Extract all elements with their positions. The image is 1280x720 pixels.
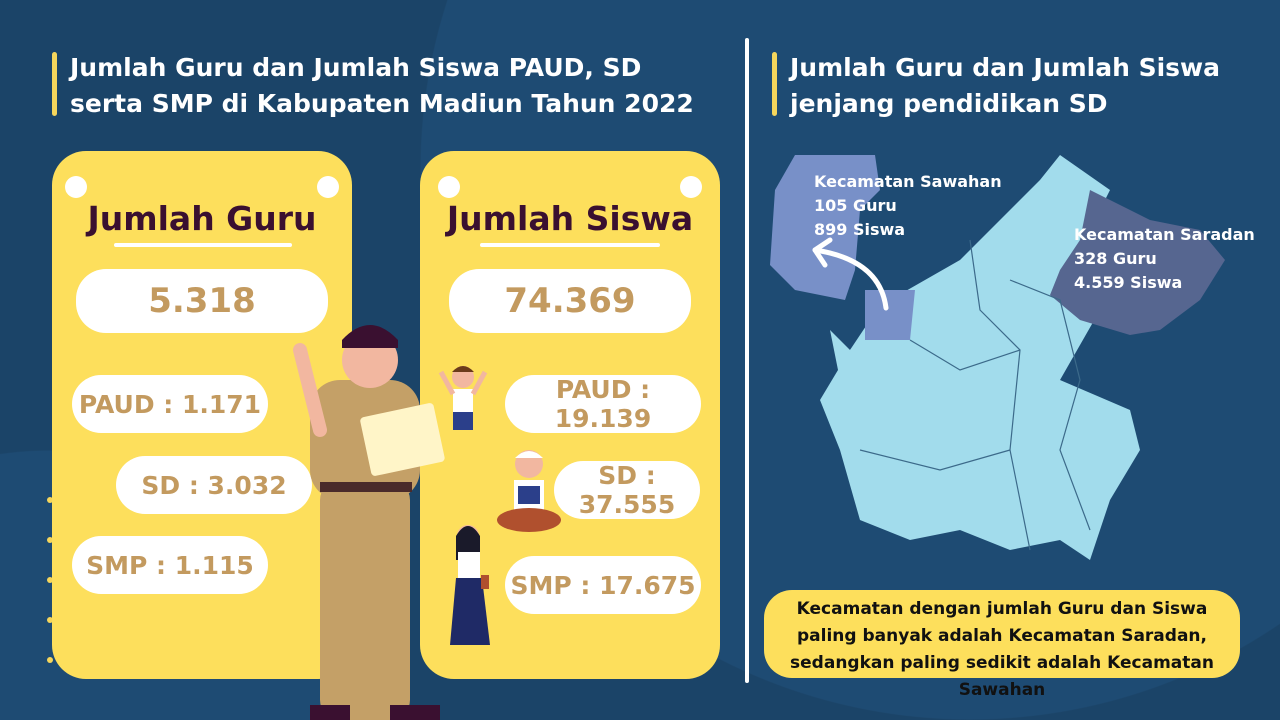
dot xyxy=(47,497,53,503)
dot xyxy=(47,657,53,663)
guru-sd: SD : 3.032 xyxy=(116,456,312,514)
saradan-name: Kecamatan Saradan xyxy=(1074,225,1255,244)
saradan-guru: 328 Guru xyxy=(1074,249,1157,268)
guru-smp: SMP : 1.115 xyxy=(72,536,268,594)
siswa-paud: PAUD : 19.139 xyxy=(505,375,701,433)
dot xyxy=(47,577,53,583)
sawahan-siswa: 899 Siswa xyxy=(814,220,906,239)
student-girl-illustration xyxy=(450,525,490,645)
sawahan-name: Kecamatan Sawahan xyxy=(814,172,1002,191)
divider xyxy=(745,38,749,683)
summary-note: Kecamatan dengan jumlah Guru dan Siswa p… xyxy=(764,590,1240,700)
sawahan-label: Kecamatan Sawahan 105 Guru 899 Siswa xyxy=(814,170,1002,242)
siswa-card: Jumlah Siswa 74.369 PAUD : 19.139 SD : 3… xyxy=(420,151,720,679)
siswa-total: 74.369 xyxy=(449,269,691,333)
map-region-saradan xyxy=(1050,190,1225,335)
dot xyxy=(47,617,53,623)
sawahan-guru: 105 Guru xyxy=(814,196,897,215)
heading-underline xyxy=(114,243,292,247)
map-region-main xyxy=(820,155,1140,560)
madiun-map xyxy=(770,155,1225,560)
guru-total: 5.318 xyxy=(76,269,328,333)
guru-paud: PAUD : 1.171 xyxy=(72,375,268,433)
teacher-illustration xyxy=(293,325,445,720)
arrow-icon xyxy=(812,247,889,311)
card-hole xyxy=(65,176,87,198)
guru-heading: Jumlah Guru xyxy=(87,199,317,238)
card-hole xyxy=(317,176,339,198)
dot xyxy=(47,537,53,543)
map-region-sawahan-small xyxy=(865,290,915,340)
siswa-smp: SMP : 17.675 xyxy=(505,556,701,614)
siswa-sd: SD : 37.555 xyxy=(554,461,700,519)
saradan-siswa: 4.559 Siswa xyxy=(1074,273,1183,292)
card-hole xyxy=(680,176,702,198)
saradan-label: Kecamatan Saradan 328 Guru 4.559 Siswa xyxy=(1074,223,1255,295)
student-reading-illustration xyxy=(497,450,561,532)
student-illustration xyxy=(438,366,488,430)
guru-card: Jumlah Guru 5.318 PAUD : 1.171 SD : 3.03… xyxy=(52,151,352,679)
card-hole xyxy=(438,176,460,198)
right-title: Jumlah Guru dan Jumlah Siswa jenjang pen… xyxy=(772,50,1232,122)
heading-underline xyxy=(480,243,660,247)
siswa-heading: Jumlah Siswa xyxy=(446,199,694,238)
arrow-head-icon xyxy=(812,237,833,268)
left-title: Jumlah Guru dan Jumlah Siswa PAUD, SD se… xyxy=(52,50,712,122)
